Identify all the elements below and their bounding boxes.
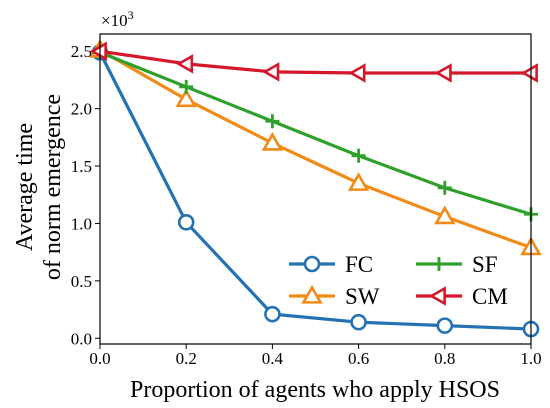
y-tick-label: 0.5 <box>71 272 92 291</box>
series-line-sw <box>99 48 532 250</box>
series-line-cm <box>99 49 531 75</box>
legend-item-cm: CM <box>416 284 508 309</box>
legend-label: CM <box>472 284 508 309</box>
data-point-fc <box>177 213 195 231</box>
series-line-sf <box>99 50 532 216</box>
legend-swatch-marker <box>428 286 446 306</box>
legend-item-sw: SW <box>289 284 380 309</box>
legend-label: SW <box>345 284 380 309</box>
x-tick-label: 0.8 <box>434 349 455 368</box>
x-tick-label: 0.4 <box>262 349 284 368</box>
x-tick-label: 0.0 <box>89 349 110 368</box>
y-axis-label-line1: Average time <box>12 123 38 251</box>
y-tick-label: 1.5 <box>71 157 92 176</box>
data-point-fc <box>436 317 454 334</box>
x-axis-label: Proportion of agents who apply HSOS <box>130 377 500 403</box>
x-tick-label: 0.6 <box>348 349 369 368</box>
legend-swatch-marker <box>303 255 321 273</box>
data-point-fc <box>264 305 281 323</box>
legend-label: SF <box>472 252 498 277</box>
y-tick-label: 0.0 <box>71 329 92 348</box>
legend-swatch-marker <box>432 257 446 271</box>
y-tick-label: 2.0 <box>71 100 92 119</box>
data-point-sf <box>179 79 194 94</box>
data-point-sw <box>434 205 456 225</box>
x-tick-label: 1.0 <box>520 349 541 368</box>
data-point-cm <box>348 63 366 83</box>
data-point-sw <box>347 172 370 191</box>
data-point-sf <box>265 114 280 129</box>
y-tick-label: 2.5 <box>71 42 92 61</box>
legend-item-sf: SF <box>416 252 498 277</box>
axis-ticks: 0.0 0.2 0.4 0.6 0.8 1.0 0.0 0.5 1.0 1.5 2.0 2.5 <box>71 42 542 368</box>
legend-label: FC <box>345 252 373 277</box>
data-point-cm <box>89 41 107 61</box>
x-tick-label: 0.2 <box>176 349 197 368</box>
legend: FC SF SW CM <box>289 252 508 309</box>
series-line-fc <box>98 51 532 331</box>
legend-item-fc: FC <box>289 252 373 277</box>
series-group <box>89 38 542 338</box>
series-cm <box>89 41 538 83</box>
data-point-cm <box>520 63 538 83</box>
y-tick-label: 1.0 <box>71 214 92 233</box>
data-point-cm <box>176 54 194 74</box>
y-axis-multiplier: ×103 <box>101 8 134 30</box>
legend-swatch-marker <box>301 284 323 304</box>
data-point-cm <box>434 63 452 83</box>
y-axis-label-line2: of norm emergence <box>40 94 66 280</box>
data-point-sf <box>437 180 452 195</box>
data-point-sf <box>351 148 366 163</box>
data-point-sw <box>175 88 197 108</box>
data-point-cm <box>262 62 280 82</box>
data-point-fc <box>350 313 367 331</box>
plot-frame <box>99 33 532 345</box>
data-point-sw <box>261 131 284 151</box>
